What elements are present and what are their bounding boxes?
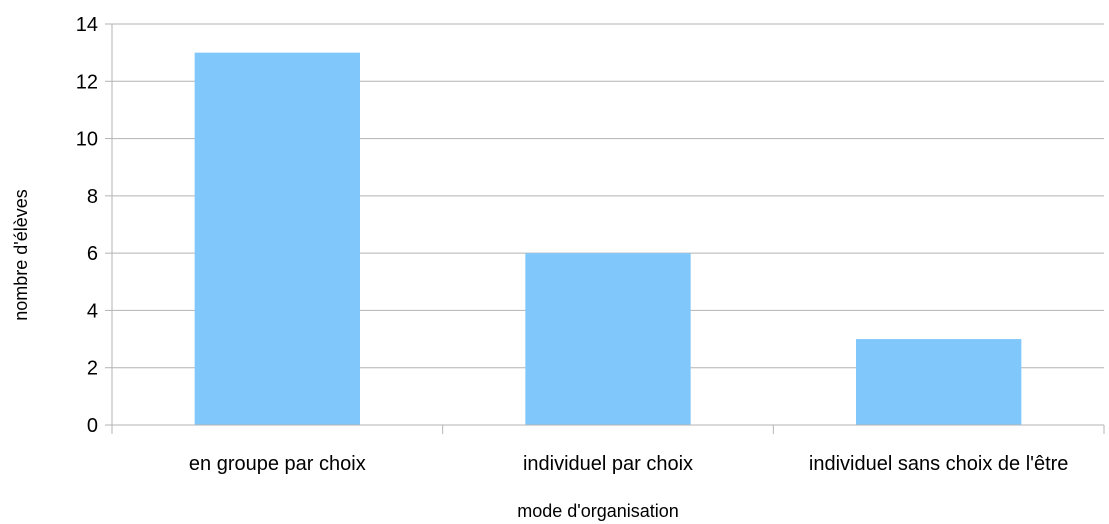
x-axis-title: mode d'organisation — [517, 501, 679, 521]
x-tick-label: individuel par choix — [523, 453, 693, 475]
y-tick-label: 8 — [87, 186, 98, 208]
bar — [525, 253, 691, 425]
x-tick-label: individuel sans choix de l'être — [809, 453, 1069, 475]
y-tick-label: 10 — [76, 129, 98, 151]
y-tick-label: 14 — [76, 14, 98, 36]
bar — [856, 339, 1022, 425]
y-tick-label: 6 — [87, 243, 98, 265]
x-tick-label: en groupe par choix — [189, 453, 366, 475]
tick-labels: 0 2 4 6 8 10 12 14 en groupe par choix individuel… — [76, 14, 1069, 475]
bar — [194, 52, 360, 426]
y-tick-label: 2 — [87, 358, 98, 380]
bars — [194, 52, 1022, 426]
y-tick-label: 12 — [76, 71, 98, 93]
y-tick-label: 4 — [87, 300, 98, 322]
axes — [111, 24, 1105, 434]
y-tick-label: 0 — [87, 415, 98, 437]
y-axis-title: nombre d'élèves — [11, 189, 31, 321]
